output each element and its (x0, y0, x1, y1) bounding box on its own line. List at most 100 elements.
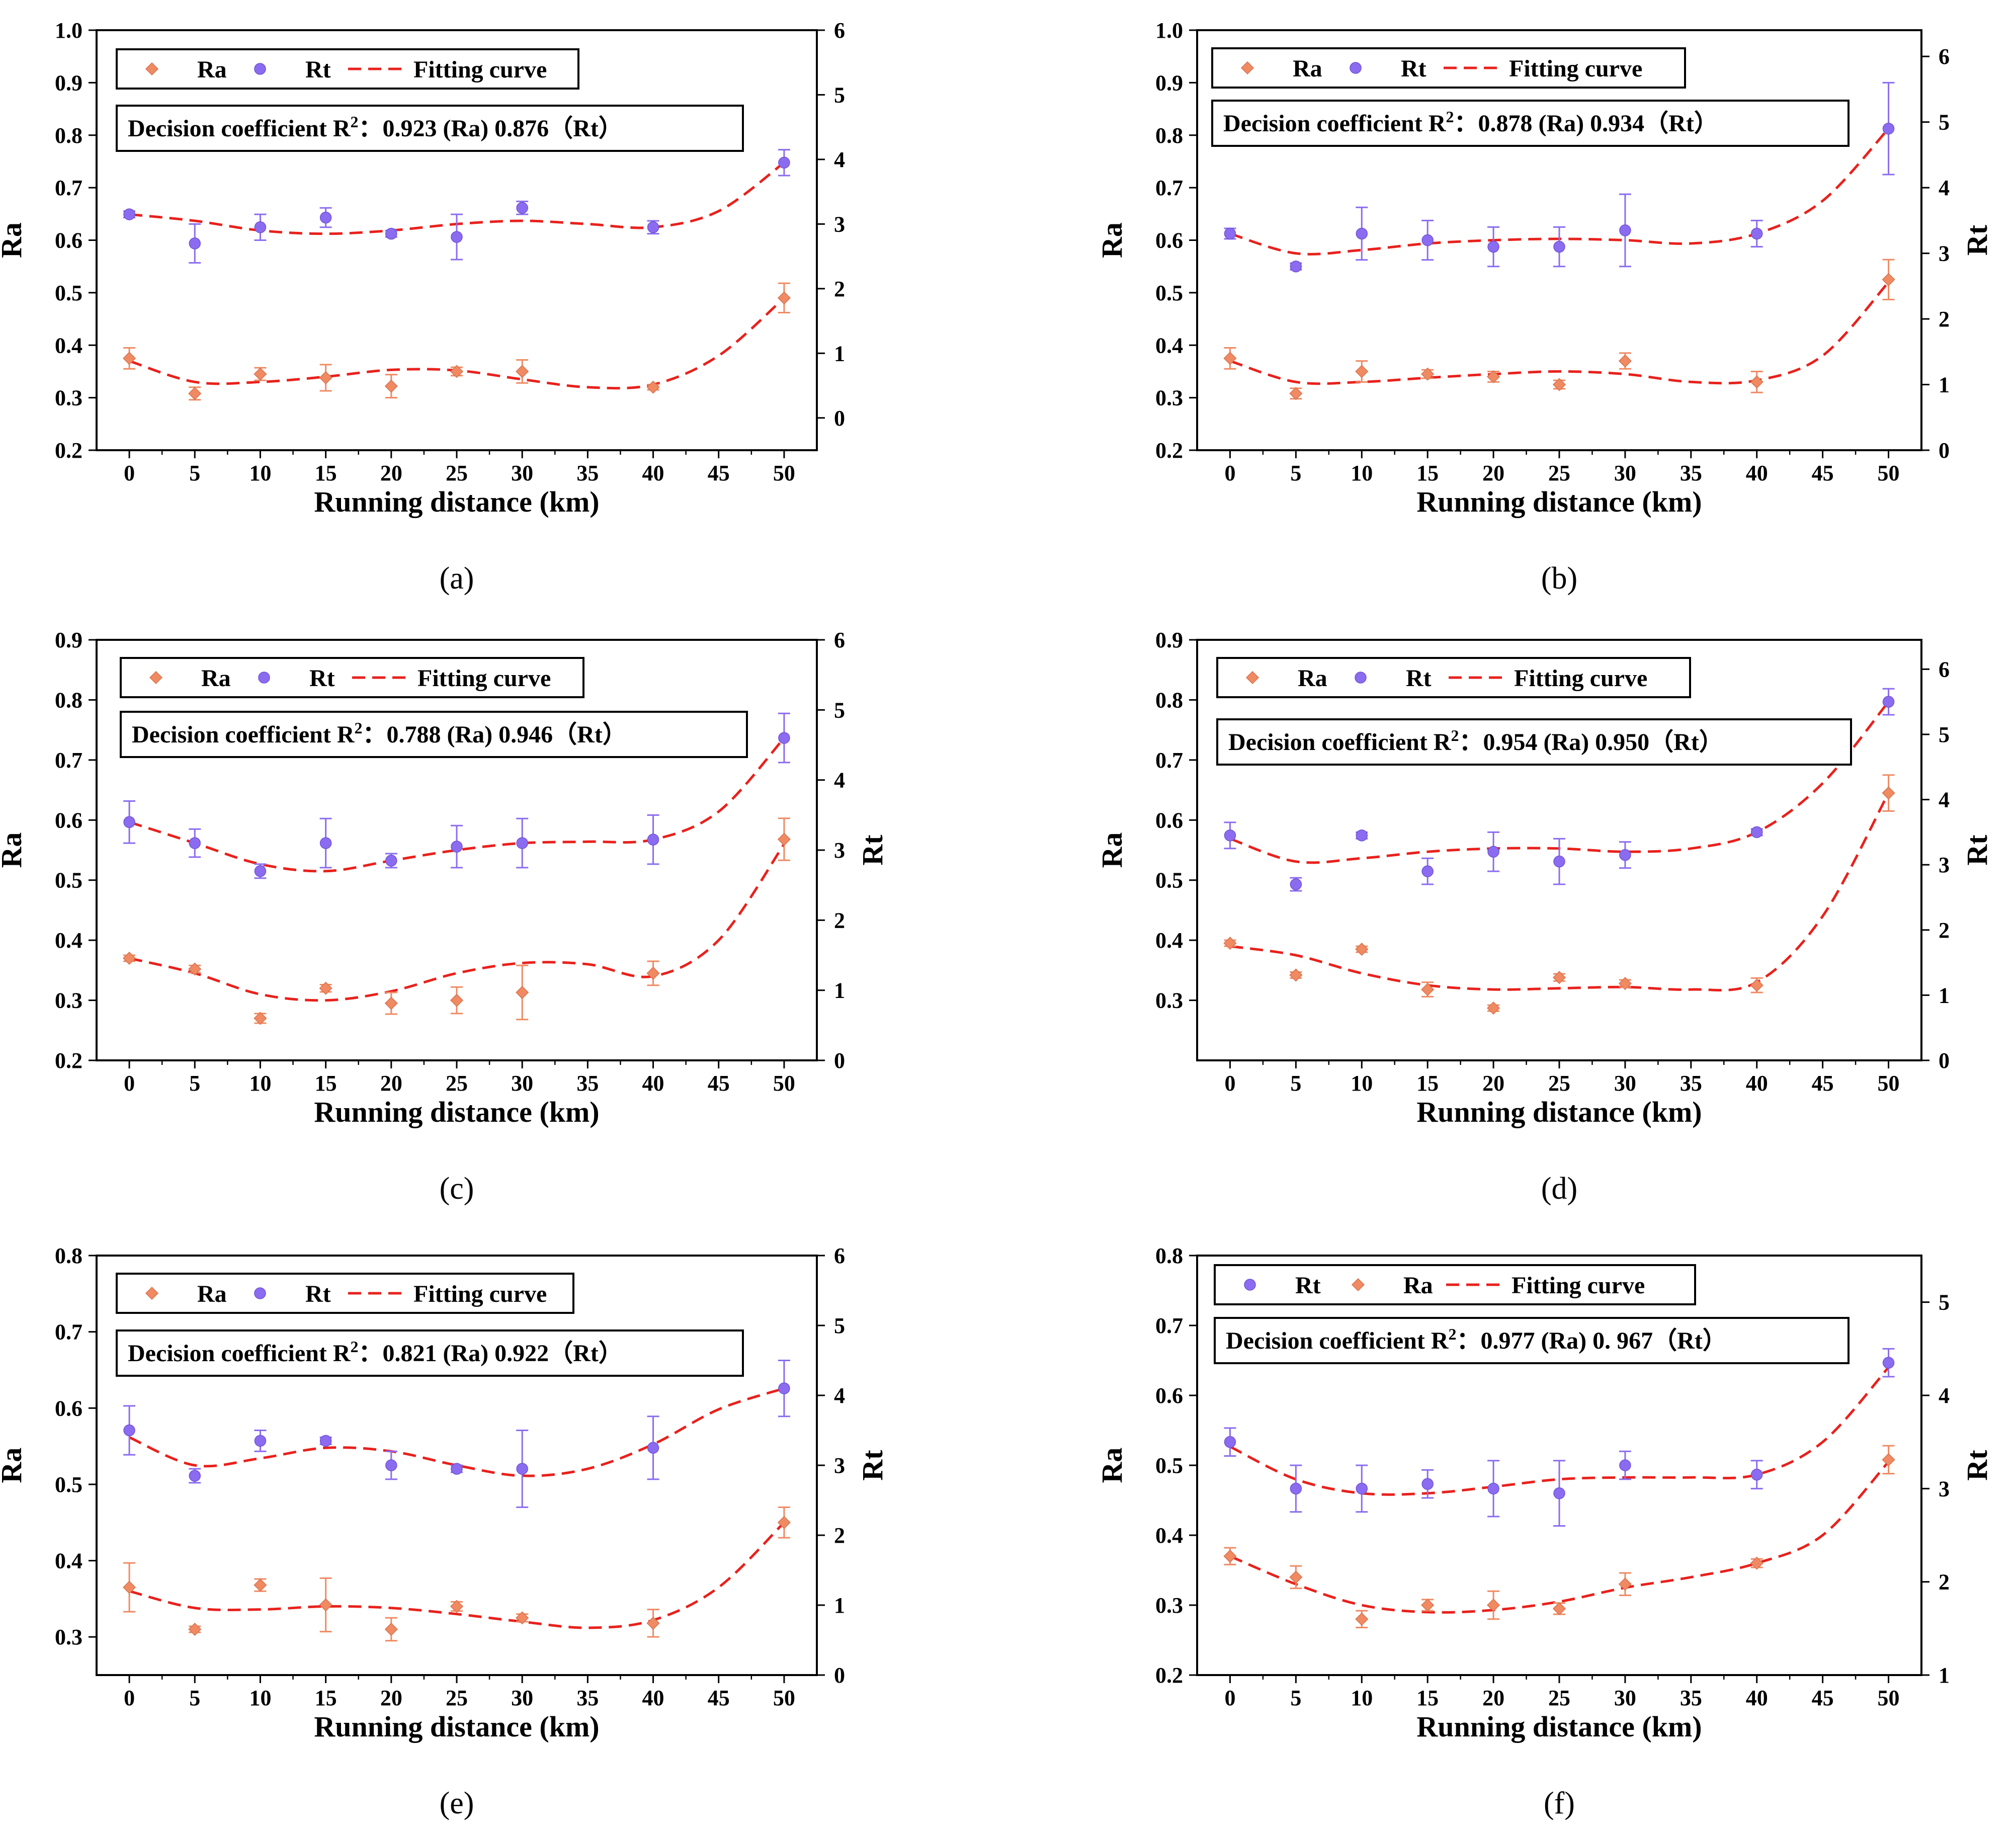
x-tick-label: 10 (1351, 461, 1373, 485)
y-right-tick-label: 4 (834, 768, 845, 793)
fit-curve-ra (1229, 281, 1890, 385)
y-right-tick-label: 1 (1939, 1663, 1950, 1688)
data-point-ra (1618, 1577, 1632, 1591)
y-right-tick-label: 2 (1939, 307, 1950, 331)
legend-label: Fitting curve (1509, 55, 1642, 82)
data-point-ra (777, 291, 791, 305)
fit-curve-ra (1229, 1461, 1890, 1614)
data-point-rt (451, 841, 463, 853)
data-point-rt (1882, 1357, 1895, 1369)
data-point-ra (123, 1580, 136, 1594)
y-left-axis-label: Ra (1096, 1448, 1128, 1483)
y-right-tick-label: 6 (834, 18, 845, 43)
x-tick-label: 40 (642, 1686, 664, 1710)
data-point-rt (385, 855, 397, 867)
data-point-rt (1356, 1482, 1368, 1495)
data-point-ra (1421, 367, 1435, 381)
x-tick-label: 10 (249, 1071, 271, 1096)
y-left-tick-label: 0.7 (55, 176, 82, 200)
panel-caption: (b) (1541, 561, 1577, 596)
x-tick-label: 35 (1680, 1686, 1702, 1710)
legend-label: Fitting curve (417, 665, 551, 692)
data-point-ra (384, 379, 398, 393)
data-point-rt (1290, 878, 1302, 890)
x-tick-label: 5 (1290, 1686, 1301, 1710)
r2-text: Decision coefficient R2：0.954 (Ra) 0.950… (1228, 726, 1723, 756)
y-right-tick-label: 0 (834, 1663, 845, 1688)
x-axis-label: Running distance (km) (314, 1096, 599, 1128)
x-tick-label: 35 (576, 1686, 599, 1710)
data-point-rt (778, 156, 790, 169)
data-point-ra (1882, 786, 1895, 800)
x-tick-label: 10 (249, 461, 271, 485)
x-tick-label: 25 (446, 1686, 468, 1710)
data-point-rt (385, 227, 397, 240)
r2-box (1211, 100, 1850, 147)
data-point-rt (1356, 829, 1368, 842)
data-point-ra (384, 996, 398, 1010)
x-tick-label: 25 (446, 1071, 468, 1096)
data-point-rt (254, 221, 267, 233)
x-tick-label: 40 (642, 461, 664, 485)
y-left-tick-label: 0.8 (1155, 123, 1183, 148)
data-point-rt (516, 202, 528, 214)
y-right-tick-label: 1 (834, 341, 845, 366)
x-axis-label: Running distance (km) (1416, 1710, 1702, 1743)
y-right-tick-label: 6 (1939, 44, 1950, 69)
r2-text: Decision coefficient R2：0.977 (Ra) 0. 96… (1226, 1325, 1727, 1354)
data-point-ra (188, 387, 202, 400)
y-right-tick-label: 1 (834, 978, 845, 1003)
legend-ra-marker (145, 1286, 159, 1300)
data-point-rt (647, 221, 659, 233)
data-point-ra (646, 380, 660, 394)
x-tick-label: 0 (124, 1071, 135, 1096)
y-left-tick-label: 0.8 (55, 1243, 82, 1268)
y-left-tick-label: 0.7 (55, 748, 82, 773)
y-left-tick-label: 0.3 (55, 1625, 82, 1649)
data-point-rt (1421, 865, 1434, 877)
x-tick-label: 10 (1351, 1686, 1373, 1710)
y-left-tick-label: 0.4 (55, 333, 82, 358)
r2-box (116, 105, 744, 152)
y-left-tick-label: 0.4 (1155, 928, 1183, 953)
data-point-ra (254, 367, 267, 381)
data-point-rt (1421, 234, 1434, 246)
data-point-ra (1487, 1598, 1500, 1612)
legend-label: Fitting curve (413, 1281, 547, 1307)
y-left-tick-label: 0.5 (55, 868, 82, 893)
data-point-ra (1552, 971, 1566, 984)
legend-label: Ra (1293, 55, 1322, 82)
x-tick-label: 30 (1614, 1071, 1636, 1096)
data-point-rt (647, 1442, 659, 1454)
x-tick-label: 15 (315, 461, 337, 485)
data-point-ra (1750, 978, 1763, 992)
data-point-rt (319, 1435, 332, 1447)
data-point-ra (188, 1622, 202, 1636)
y-left-tick-label: 0.2 (55, 438, 82, 463)
y-right-axis-label: Rt (1961, 1450, 1993, 1481)
y-left-tick-label: 0.7 (1155, 748, 1183, 773)
x-tick-label: 30 (511, 1686, 533, 1710)
x-tick-label: 50 (1878, 1071, 1900, 1096)
legend-label: Ra (1298, 665, 1327, 692)
y-right-tick-label: 3 (834, 838, 845, 863)
data-point-ra (777, 1516, 791, 1529)
data-point-rt (1619, 1459, 1631, 1471)
legend-rt-marker (258, 672, 270, 684)
data-point-rt (1290, 1482, 1302, 1495)
x-tick-label: 0 (1224, 461, 1235, 485)
legend-label: Rt (1406, 665, 1432, 692)
x-tick-label: 0 (1224, 1071, 1235, 1096)
y-left-tick-label: 0.5 (55, 1472, 82, 1497)
panel-caption: (d) (1541, 1172, 1577, 1206)
data-point-ra (1289, 1570, 1303, 1584)
data-point-ra (319, 981, 332, 995)
data-point-ra (1289, 968, 1303, 982)
data-point-rt (1750, 826, 1763, 839)
data-point-rt (1487, 846, 1499, 858)
y-left-tick-label: 0.2 (1155, 438, 1183, 463)
r2-box (1216, 718, 1852, 766)
data-point-rt (319, 211, 332, 224)
